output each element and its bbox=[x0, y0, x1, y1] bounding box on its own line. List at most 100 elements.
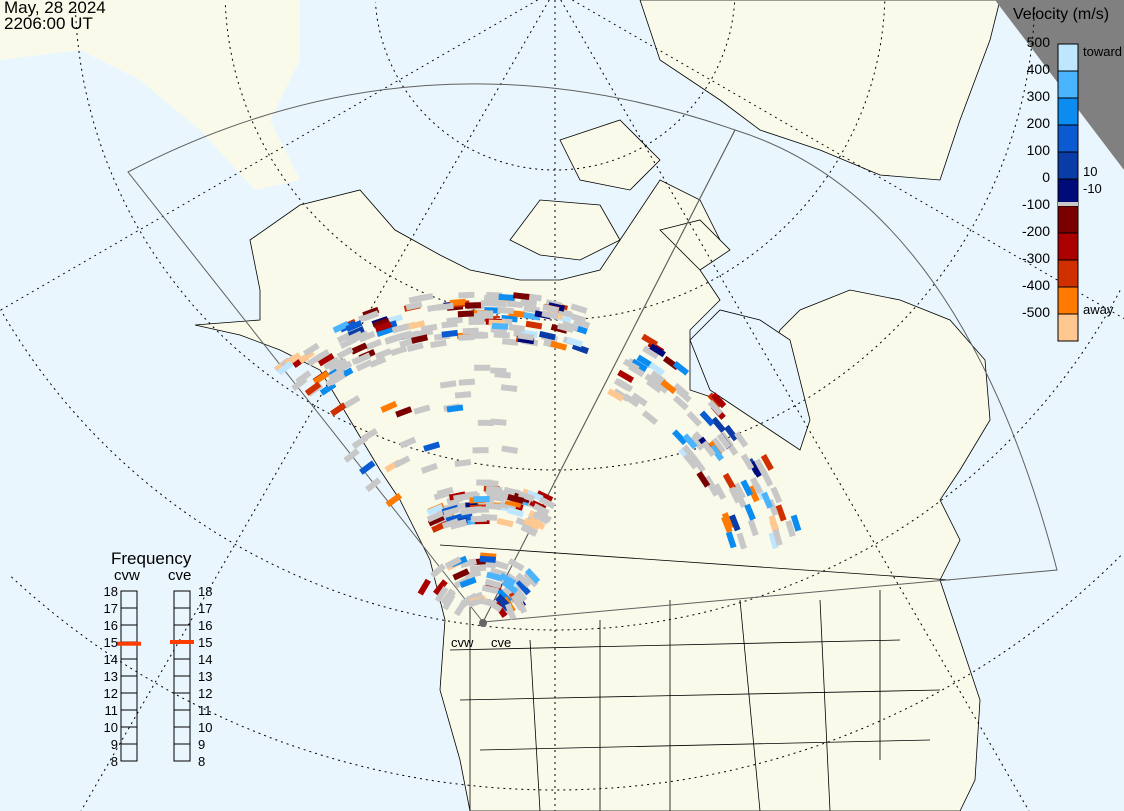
echo-cell bbox=[430, 339, 447, 349]
echo-cell bbox=[450, 518, 468, 529]
echo-cell bbox=[507, 493, 525, 504]
echo-cell bbox=[359, 460, 376, 475]
colorbar-segment bbox=[1057, 286, 1079, 315]
echo-cell bbox=[479, 555, 496, 563]
echo-cell bbox=[673, 382, 690, 398]
frequency-tick-right: 10 bbox=[198, 720, 213, 735]
echo-cell bbox=[328, 372, 346, 386]
echo-cell bbox=[512, 292, 530, 301]
echo-cell bbox=[442, 593, 456, 611]
echo-cell bbox=[433, 579, 448, 596]
date-label: May, 28 2024 bbox=[4, 0, 106, 17]
echo-cell bbox=[508, 324, 526, 332]
echo-cell bbox=[524, 568, 541, 584]
echo-cell bbox=[672, 395, 689, 411]
echo-cell bbox=[429, 563, 446, 579]
fov-cvw bbox=[127, 83, 736, 623]
frequency-cell bbox=[120, 590, 138, 609]
frequency-cell bbox=[173, 624, 191, 643]
echo-cell bbox=[691, 456, 706, 473]
echo-cell bbox=[441, 329, 459, 338]
echo-cell bbox=[458, 334, 475, 341]
echo-cell bbox=[607, 388, 625, 402]
echo-cell bbox=[364, 338, 382, 351]
frequency-tick-right: 11 bbox=[198, 703, 212, 718]
echo-cell bbox=[491, 559, 510, 571]
echo-cell bbox=[355, 359, 373, 372]
echo-cell bbox=[327, 358, 345, 372]
frequency-cell bbox=[173, 658, 191, 677]
echo-cell bbox=[536, 490, 554, 503]
colorbar-segment bbox=[1057, 151, 1079, 180]
echo-cell bbox=[645, 378, 663, 394]
echo-cell bbox=[470, 515, 487, 523]
frequency-title: Frequency bbox=[111, 549, 192, 568]
echo-cell bbox=[486, 571, 504, 582]
echo-cell bbox=[760, 454, 774, 471]
echo-cell bbox=[332, 320, 350, 334]
meridian-line bbox=[80, 0, 550, 811]
echo-cell bbox=[499, 572, 517, 586]
echo-cell bbox=[457, 310, 475, 318]
frequency-marker-cve bbox=[170, 640, 194, 644]
radar-site-marker bbox=[479, 619, 487, 627]
echo-cell bbox=[515, 579, 531, 596]
echo-cell bbox=[406, 342, 424, 352]
frequency-tick-left: 15 bbox=[103, 635, 118, 650]
echo-cell bbox=[462, 327, 479, 335]
echo-cell bbox=[470, 332, 487, 339]
echo-cell bbox=[630, 358, 648, 373]
echo-cell bbox=[454, 391, 472, 399]
latitude-circle bbox=[0, 290, 1121, 631]
colorbar-zero-band bbox=[1058, 202, 1078, 206]
toward-label: toward bbox=[1083, 44, 1123, 59]
velocity-colorbar bbox=[1057, 43, 1079, 342]
echo-cell bbox=[696, 471, 711, 488]
echo-cell bbox=[417, 578, 431, 596]
echo-cell bbox=[460, 592, 478, 607]
frequency-cell bbox=[120, 624, 138, 643]
frequency-cell bbox=[173, 590, 191, 609]
echo-cell bbox=[722, 472, 736, 490]
echo-cell bbox=[501, 445, 518, 454]
frequency-tick-right: 9 bbox=[198, 737, 206, 752]
echo-cell bbox=[496, 517, 514, 528]
colorbar-segment bbox=[1057, 124, 1079, 153]
frequency-cell bbox=[120, 658, 138, 677]
echo-cell bbox=[570, 303, 588, 314]
echo-cell bbox=[452, 568, 470, 581]
frequency-cell bbox=[120, 692, 138, 711]
frequency-cell bbox=[173, 692, 191, 711]
echo-cell bbox=[754, 458, 768, 476]
echo-cell bbox=[395, 330, 413, 341]
echo-cell bbox=[317, 352, 335, 367]
echo-cell bbox=[498, 293, 515, 302]
echo-cell bbox=[454, 459, 472, 468]
echo-cell bbox=[500, 384, 518, 392]
echo-cell bbox=[464, 302, 482, 309]
echo-cell bbox=[616, 378, 634, 393]
velocity-tick-label: 400 bbox=[1026, 61, 1050, 77]
echo-cell bbox=[302, 342, 320, 357]
colorbar-segment bbox=[1057, 97, 1079, 126]
echo-cell bbox=[617, 369, 635, 383]
echo-cell bbox=[785, 520, 796, 538]
time-label: 2206:00 UT bbox=[4, 14, 93, 33]
echo-cell bbox=[750, 477, 763, 495]
freq-radar-cvw: cvw bbox=[114, 567, 140, 584]
echo-cell bbox=[399, 436, 417, 449]
echo-cell bbox=[477, 419, 494, 427]
echo-cell bbox=[351, 330, 369, 343]
echo-cell bbox=[443, 506, 461, 517]
echo-cell bbox=[517, 332, 535, 341]
radar-label-cvw: cvw bbox=[451, 635, 474, 650]
land-arctic-island-1 bbox=[509, 199, 621, 261]
echo-cell bbox=[306, 352, 324, 367]
echo-cell bbox=[538, 496, 556, 510]
echo-cell bbox=[523, 517, 541, 531]
echo-cell bbox=[721, 512, 734, 530]
frequency-cell bbox=[120, 726, 138, 745]
echo-cell bbox=[339, 336, 357, 349]
echo-cell bbox=[460, 558, 478, 569]
echo-cell bbox=[336, 346, 354, 360]
